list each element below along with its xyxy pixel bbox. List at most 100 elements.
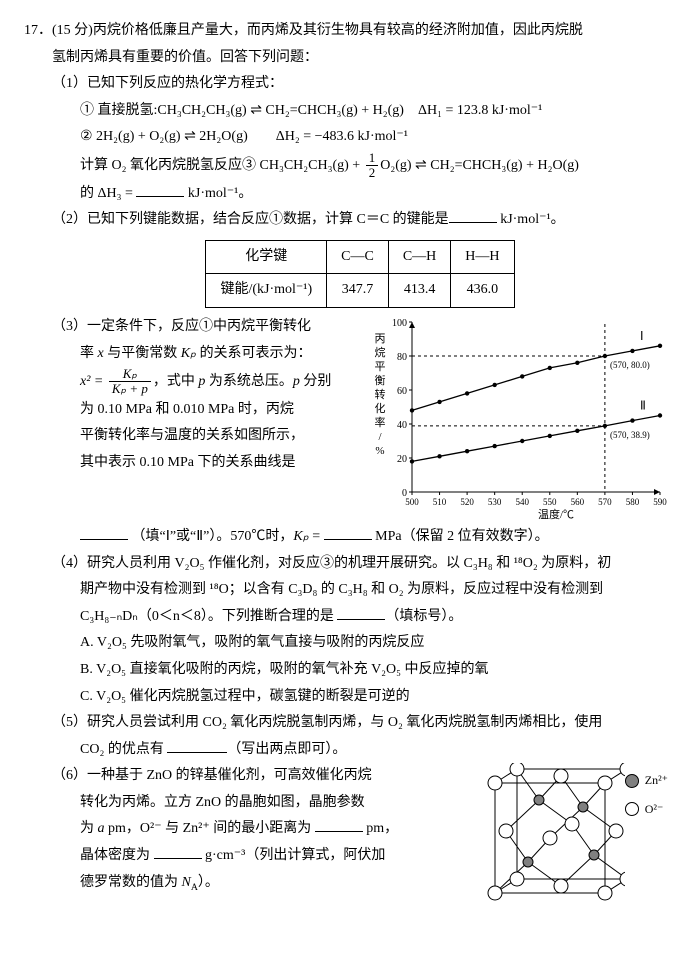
- svg-text:转: 转: [375, 387, 386, 401]
- svg-text:530: 530: [488, 497, 502, 507]
- p1-dh3-b: kJ·mol⁻¹。: [184, 186, 252, 201]
- blank-adv: [167, 738, 227, 753]
- svg-text:550: 550: [543, 497, 557, 507]
- svg-text:%: %: [375, 445, 384, 457]
- opt-B: B. V₂O₅ 直接氧化吸附的丙烷，吸附的氧气补充 V₂O₅ 中反应掉的氧: [52, 657, 668, 684]
- crystal-legend: Zn²⁺ O²⁻: [625, 763, 668, 827]
- p5-l2: CO₂ 的优点有 （写出两点即可）。: [52, 737, 668, 764]
- v-cc: 347.7: [327, 274, 389, 308]
- t: g·cm⁻³（列出计算式，阿伏加: [202, 848, 386, 863]
- t: 为系统总压。: [205, 374, 293, 389]
- t: ，式中: [153, 374, 199, 389]
- var-kp: Kₚ: [293, 529, 308, 544]
- opt-A: A. V₂O₅ 先吸附氧气，吸附的氧气直接与吸附的丙烷反应: [52, 630, 668, 657]
- part-4: （4）研究人员利用 V₂O₅ 作催化剂，对反应③的机理开展研究。以 C₃H₈ 和…: [24, 551, 668, 711]
- svg-text:20: 20: [397, 454, 407, 465]
- p3-l7: （填“Ⅰ”或“Ⅱ”）。570℃时，Kₚ = MPa（保留 2 位有效数字）。: [24, 524, 668, 551]
- var-a: a: [98, 821, 105, 836]
- svg-text:540: 540: [515, 497, 529, 507]
- svg-text:(570, 38.9): (570, 38.9): [610, 430, 650, 440]
- p6-text: （6）一种基于 ZnO 的锌基催化剂，可高效催化丙烷 转化为丙烯。立方 ZnO …: [52, 763, 475, 897]
- kp-fraction: KₚKₚ + p: [109, 367, 151, 397]
- t: 德罗常数的值为 NA）。: [80, 875, 219, 890]
- p6-l3: 为 a pm，O²⁻ 与 Zn²⁺ 间的最小距离为 pm，: [52, 816, 469, 843]
- question-header: 17． (15 分)丙烷价格低廉且产量大，而丙烯及其衍生物具有较高的经济附加值，…: [24, 18, 668, 71]
- svg-text:丙: 丙: [375, 333, 386, 345]
- svg-text:520: 520: [460, 497, 474, 507]
- question-stem: (15 分)丙烷价格低廉且产量大，而丙烯及其衍生物具有较高的经济附加值，因此丙烷…: [52, 18, 668, 71]
- part-5: （5）研究人员尝试利用 CO₂ 氧化丙烷脱氢制丙烯，与 O₂ 氧化丙烷脱氢制丙烯…: [24, 710, 668, 763]
- table-row: 键能/(kJ·mol⁻¹) 347.7 413.4 436.0: [206, 274, 514, 308]
- part-2: （2）已知下列键能数据，结合反应①数据，计算 C＝C 的键能是 kJ·mol⁻¹…: [24, 207, 668, 308]
- p1-head: （1）已知下列反应的热化学方程式：: [52, 71, 668, 98]
- t: 晶体密度为: [80, 848, 154, 863]
- points: (15 分): [52, 23, 93, 38]
- zn-label: Zn²⁺: [645, 769, 668, 792]
- t: （写出两点即可）。: [227, 742, 346, 757]
- p1-eq3: 计算 O₂ 氧化丙烷脱氢反应③ CH₃CH₂CH₃(g) + 12O₂(g) ⇌…: [52, 151, 668, 181]
- th-cc: C—C: [327, 240, 389, 274]
- th-hh: H—H: [451, 240, 514, 274]
- p3-l5: 平衡转化率与温度的关系如图所示，: [52, 423, 360, 450]
- svg-text:80: 80: [397, 352, 407, 363]
- bond-energy-table: 化学键 C—C C—H H—H 键能/(kJ·mol⁻¹) 347.7 413.…: [205, 240, 514, 308]
- svg-text:560: 560: [571, 497, 585, 507]
- fden: Kₚ + p: [109, 382, 151, 396]
- svg-text:Ⅱ: Ⅱ: [640, 398, 646, 412]
- p1-eq1-body: CH₃CH₂CH₃(g) ⇌ CH₂=CHCH₃(g) + H₂(g) ΔH₁ …: [157, 103, 542, 118]
- t: （填标号）。: [385, 609, 462, 624]
- o-label: O²⁻: [645, 798, 664, 821]
- stem-a: 丙烷价格低廉且产量大，而丙烯及其衍生物具有较高的经济附加值，因此丙烷脱: [93, 23, 583, 38]
- crystal-figure: [475, 763, 625, 924]
- p1-dh3-a: 的 ΔH₃ =: [80, 186, 136, 201]
- svg-text:烷: 烷: [375, 345, 386, 359]
- p4-l1: （4）研究人员利用 V₂O₅ 作催化剂，对反应③的机理开展研究。以 C₃H₈ 和…: [52, 551, 668, 578]
- blank-dist: [315, 817, 363, 832]
- frac-num: 1: [366, 151, 379, 166]
- stem-b: 氢制丙烯具有重要的价值。回答下列问题：: [52, 50, 318, 65]
- p3-l4: 为 0.10 MPa 和 0.010 MPa 时，丙烷: [52, 397, 360, 424]
- t: C₃H₈₋ₙDₙ（0＜n＜8）。下列推断合理的是: [80, 609, 337, 624]
- blank-curve: [80, 525, 128, 540]
- legend-o: O²⁻: [625, 798, 668, 821]
- frac-den: 2: [366, 166, 379, 180]
- t: 与平衡常数: [104, 346, 181, 361]
- svg-text:60: 60: [397, 386, 407, 397]
- crystal-svg: [475, 763, 625, 913]
- blank-dh3: [136, 182, 184, 197]
- zn-swatch-icon: [625, 774, 639, 788]
- svg-text:(570, 80.0): (570, 80.0): [610, 360, 650, 370]
- t: 分别: [300, 374, 332, 389]
- svg-text:平: 平: [375, 361, 386, 373]
- svg-text:率: 率: [375, 415, 386, 429]
- p4-l2: 期产物中没有检测到 ¹⁸O；以含有 C₃D₈ 的 C₃H₈ 和 O₂ 为原料，反…: [52, 577, 668, 604]
- svg-text:510: 510: [433, 497, 447, 507]
- p1-eq2: ② 2H₂(g) + O₂(g) ⇌ 2H₂O(g) ΔH₂ = −483.6 …: [52, 124, 668, 151]
- blank-cc: [449, 208, 497, 223]
- p2-head: （2）已知下列键能数据，结合反应①数据，计算 C＝C 的键能是 kJ·mol⁻¹…: [52, 207, 668, 234]
- svg-text:40: 40: [397, 420, 407, 431]
- p6-l2: 转化为丙烯。立方 ZnO 的晶胞如图，晶胞参数: [52, 790, 469, 817]
- blank-choice: [337, 605, 385, 620]
- v-hh: 436.0: [451, 274, 514, 308]
- p3-l1: （3）一定条件下，反应①中丙烷平衡转化: [52, 314, 360, 341]
- part-6: （6）一种基于 ZnO 的锌基催化剂，可高效催化丙烷 转化为丙烯。立方 ZnO …: [24, 763, 668, 924]
- opt-C: C. V₂O₅ 催化丙烷脱氢过程中，碳氢键的断裂是可逆的: [52, 684, 668, 711]
- blank-density: [154, 844, 202, 859]
- p3-l6: 其中表示 0.10 MPa 下的关系曲线是: [52, 450, 360, 477]
- v-ch: 413.4: [388, 274, 450, 308]
- th-ch: C—H: [388, 240, 450, 274]
- p6-l4: 晶体密度为 g·cm⁻³（列出计算式，阿伏加: [52, 843, 469, 870]
- t: pm，O²⁻ 与 Zn²⁺ 间的最小距离为: [105, 821, 315, 836]
- lhs: x² =: [80, 374, 107, 389]
- svg-text:590: 590: [653, 497, 667, 507]
- th-bond: 化学键: [206, 240, 327, 274]
- var-p: p: [293, 374, 300, 389]
- svg-text:/: /: [378, 431, 382, 443]
- t: pm，: [363, 821, 398, 836]
- p5-l1: （5）研究人员尝试利用 CO₂ 氧化丙烷脱氢制丙烯，与 O₂ 氧化丙烷脱氢制丙烯…: [52, 710, 668, 737]
- p3-text: （3）一定条件下，反应①中丙烷平衡转化 率 x 与平衡常数 Kₚ 的关系可表示为…: [52, 314, 368, 477]
- svg-text:温度/℃: 温度/℃: [538, 507, 574, 521]
- p1-eq3-lead: 计算 O₂ 氧化丙烷脱氢反应③ CH₃CH₂CH₃(g) +: [80, 158, 364, 173]
- p2-head-a: （2）已知下列键能数据，结合反应①数据，计算 C＝C 的键能是: [52, 212, 449, 227]
